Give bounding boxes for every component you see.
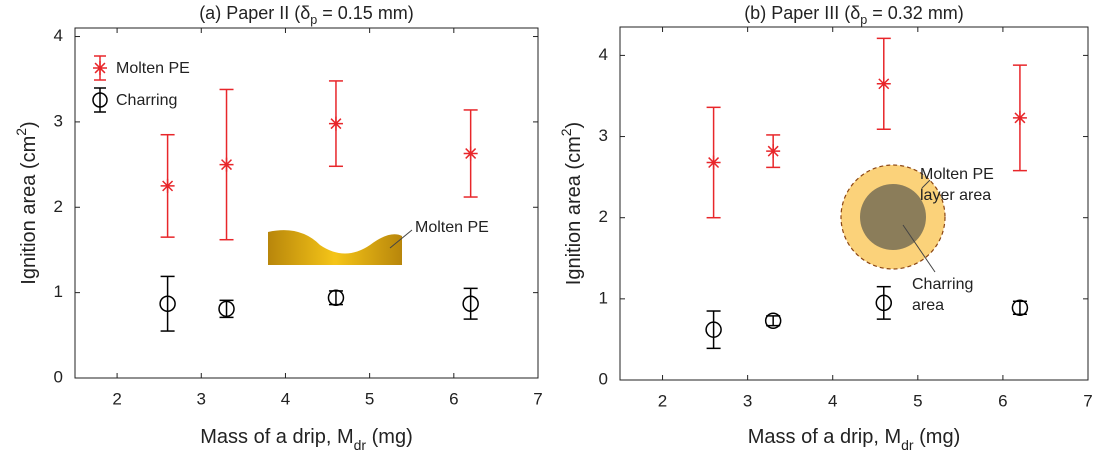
y-tick-label: 3: [599, 126, 608, 145]
plot-frame: [619, 26, 1089, 381]
chart-title: (b) Paper III (δp = 0.32 mm): [744, 3, 964, 28]
asterisk-marker: [876, 76, 891, 91]
circle-marker: [159, 295, 176, 312]
x-tick-label: 7: [533, 389, 542, 408]
y-tick-label: 0: [599, 369, 608, 388]
annotation-arrow: [389, 229, 413, 249]
annotation: Molten PE: [415, 219, 489, 236]
chart-title-sub: p: [310, 13, 317, 27]
y-tick-label: 3: [54, 111, 63, 130]
chart-title-tail: = 0.15 mm): [317, 3, 414, 23]
annotation: Charring: [912, 276, 973, 293]
chart-title: (a) Paper II (δp = 0.15 mm): [199, 3, 414, 28]
asterisk-marker: [328, 116, 343, 131]
x-tick-label: 4: [828, 391, 837, 410]
x-axis-label-tail: (mg): [914, 426, 961, 448]
x-tick-label: 6: [998, 391, 1007, 410]
annotation-arrow: [902, 224, 936, 273]
y-axis-label-tail: ): [18, 121, 40, 128]
annotation: Molten PE: [920, 166, 994, 183]
x-tick-label: 7: [1083, 391, 1092, 410]
y-tick-label: 4: [599, 45, 608, 64]
chart-title-sub: p: [860, 13, 867, 27]
circle-marker: [327, 289, 345, 307]
x-axis-label: Mass of a drip, Mdr (mg): [748, 426, 961, 452]
y-axis-label-main: Ignition area (cm: [18, 136, 40, 285]
circle-marker: [218, 300, 235, 318]
y-tick-label: 2: [599, 207, 608, 226]
chart-title-tail: = 0.32 mm): [867, 3, 964, 23]
circle-marker: [1011, 299, 1029, 317]
asterisk-marker: [766, 144, 781, 159]
asterisk-marker: [1012, 110, 1027, 125]
x-axis-label: Mass of a drip, Mdr (mg): [200, 426, 413, 452]
y-tick-label: 4: [54, 26, 63, 45]
x-tick-label: 3: [743, 391, 752, 410]
circle-marker: [875, 294, 893, 312]
charring-circle: [860, 184, 926, 250]
y-axis-label-sup: 2: [558, 128, 574, 136]
annotation: area: [912, 297, 944, 314]
asterisk-marker: [463, 146, 478, 161]
annotation: layer area: [920, 187, 991, 204]
y-tick-label: 1: [599, 288, 608, 307]
x-tick-label: 2: [112, 389, 121, 408]
y-axis-label: Ignition area (cm2): [13, 121, 41, 284]
molten-pe-shape: [268, 230, 402, 265]
legend-label: Molten PE: [116, 60, 190, 77]
y-tick-label: 1: [54, 282, 63, 301]
x-axis-label-main: Mass of a drip, M: [200, 426, 353, 448]
x-axis-label-sub: dr: [901, 437, 914, 453]
x-tick-label: 5: [365, 389, 374, 408]
legend-marker: [92, 92, 108, 108]
y-axis-label-tail: ): [563, 122, 585, 129]
x-axis-label-tail: (mg): [366, 426, 413, 448]
x-tick-label: 2: [658, 391, 667, 410]
asterisk-marker: [93, 61, 107, 75]
chart-title-main: (a) Paper II (δ: [199, 3, 310, 23]
x-axis-label-main: Mass of a drip, M: [748, 426, 901, 448]
asterisk-marker: [706, 155, 721, 170]
x-axis-label-sub: dr: [354, 437, 367, 453]
y-tick-label: 2: [54, 197, 63, 216]
y-tick-label: 0: [54, 367, 63, 386]
y-axis-label-sup: 2: [13, 128, 29, 136]
x-tick-label: 5: [913, 391, 922, 410]
circle-marker: [705, 321, 722, 338]
plot-frame: [74, 27, 539, 379]
circle-marker: [462, 295, 479, 312]
asterisk-marker: [219, 157, 234, 172]
chart-title-main: (b) Paper III (δ: [744, 3, 860, 23]
x-tick-label: 4: [281, 389, 290, 408]
x-tick-label: 3: [197, 389, 206, 408]
circle-marker: [764, 312, 782, 330]
y-axis-label: Ignition area (cm2): [558, 122, 586, 285]
annotation-arrow: [921, 179, 931, 189]
legend-label: Charring: [116, 92, 177, 109]
x-tick-label: 6: [449, 389, 458, 408]
asterisk-marker: [160, 178, 175, 193]
y-axis-label-main: Ignition area (cm: [563, 136, 585, 285]
